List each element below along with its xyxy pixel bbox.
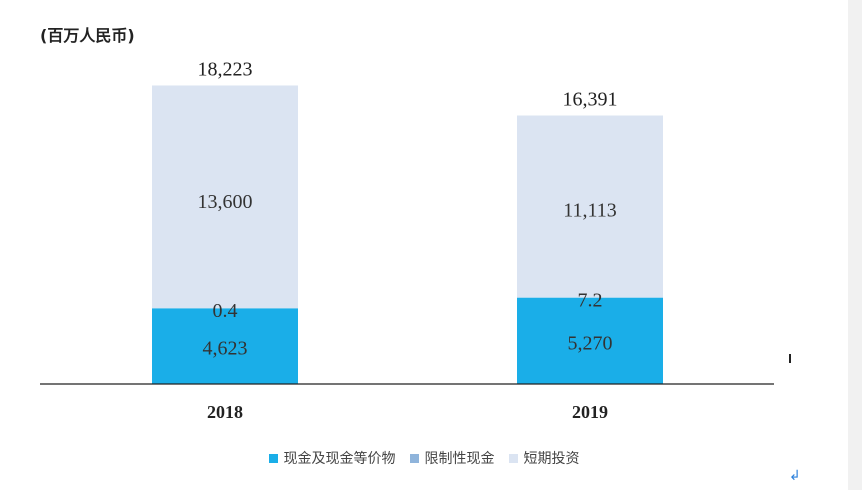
stray-mark: [789, 354, 791, 363]
legend-label-series-1: 限制性现金: [424, 451, 495, 467]
legend-item-series-1: 限制性现金: [409, 448, 495, 468]
paragraph-return-mark: ↲: [789, 468, 801, 484]
total-label-2019: 16,391: [563, 89, 618, 111]
bar-segment-2018-series-0: [152, 308, 298, 384]
legend-swatch-series-1: [409, 453, 419, 463]
unit-label: (百万人民币): [40, 26, 135, 45]
legend-label-series-0: 现金及现金等价物: [283, 451, 396, 467]
data-label-2019-series-0: 5,270: [568, 333, 613, 355]
legend: 现金及现金等价物 限制性现金 短期投资: [0, 446, 848, 470]
legend-swatch-series-2: [508, 453, 518, 463]
bar-segment-2019-series-2: [517, 115, 663, 298]
data-label-2018-series-0: 4,623: [203, 338, 248, 360]
bar-segment-2018-series-2: [152, 85, 298, 309]
bars-layer: [152, 85, 663, 384]
legend-label-series-2: 短期投资: [523, 451, 580, 467]
bar-segment-2019-series-0: [517, 297, 663, 384]
legend-item-series-0: 现金及现金等价物: [268, 448, 396, 468]
legend-swatch-series-0: [268, 453, 278, 463]
data-label-2019-series-2: 11,113: [563, 200, 617, 222]
data-label-2018-series-2: 13,600: [198, 191, 253, 213]
total-label-2018: 18,223: [198, 58, 253, 80]
ticks-layer: 2018 2019: [207, 402, 608, 422]
x-tick-label-2018: 2018: [207, 402, 243, 422]
data-label-2018-series-1: 0.4: [213, 300, 238, 322]
data-label-2019-series-1: 7.2: [578, 289, 603, 311]
legend-item-series-2: 短期投资: [508, 448, 580, 468]
labels-layer: 4,623 0.4 13,600 18,223 5,270 7.2 11,113 16,391: [198, 58, 618, 359]
x-tick-label-2019: 2019: [572, 402, 608, 422]
right-margin-strip: [848, 0, 862, 490]
